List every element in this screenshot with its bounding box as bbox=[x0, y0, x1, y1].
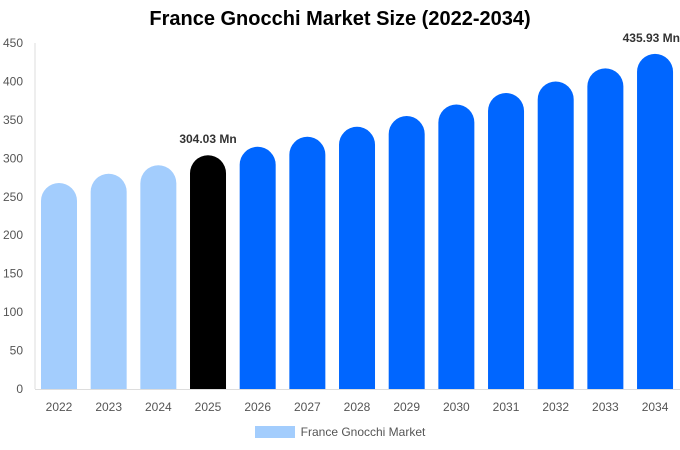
bar-2028 bbox=[339, 126, 376, 389]
x-tick-label: 2023 bbox=[95, 400, 122, 414]
bar-2033 bbox=[587, 68, 624, 389]
data-label: 304.03 Mn bbox=[179, 132, 236, 146]
data-label: 435.93 Mn bbox=[623, 31, 680, 45]
x-tick-label: 2026 bbox=[244, 400, 271, 414]
bar-2024 bbox=[140, 165, 177, 389]
bar-2027 bbox=[289, 136, 326, 389]
legend-label: France Gnocchi Market bbox=[300, 425, 426, 439]
x-tick-label: 2030 bbox=[443, 400, 470, 414]
bar-2025 bbox=[190, 155, 227, 389]
y-tick-label: 450 bbox=[3, 36, 23, 50]
x-tick-label: 2024 bbox=[145, 400, 172, 414]
y-tick-label: 350 bbox=[3, 113, 23, 127]
bar-2026 bbox=[239, 146, 276, 389]
chart-title: France Gnocchi Market Size (2022-2034) bbox=[149, 8, 531, 30]
x-tick-label: 2029 bbox=[393, 400, 420, 414]
bar-2031 bbox=[488, 92, 525, 390]
x-tick-label: 2034 bbox=[642, 400, 669, 414]
x-tick-label: 2033 bbox=[592, 400, 619, 414]
bar-2023 bbox=[90, 173, 127, 389]
y-tick-label: 0 bbox=[16, 382, 23, 396]
legend: France Gnocchi Market bbox=[0, 425, 680, 439]
y-tick-label: 200 bbox=[3, 228, 23, 242]
x-tick-label: 2022 bbox=[46, 400, 73, 414]
y-tick-label: 300 bbox=[3, 151, 23, 165]
y-tick-label: 150 bbox=[3, 267, 23, 281]
y-tick-label: 250 bbox=[3, 190, 23, 204]
y-tick-label: 50 bbox=[10, 344, 24, 358]
legend-swatch bbox=[254, 426, 295, 438]
bar-2032 bbox=[537, 81, 574, 389]
x-tick-label: 2027 bbox=[294, 400, 321, 414]
x-tick-label: 2028 bbox=[344, 400, 371, 414]
bar-2022 bbox=[41, 182, 77, 389]
x-tick-label: 2031 bbox=[493, 400, 520, 414]
bar-2030 bbox=[438, 104, 475, 389]
y-tick-label: 400 bbox=[3, 74, 23, 88]
x-tick-label: 2032 bbox=[542, 400, 569, 414]
bar-2034 bbox=[637, 53, 674, 389]
bar-2029 bbox=[388, 116, 425, 390]
x-tick-label: 2025 bbox=[195, 400, 222, 414]
y-tick-label: 100 bbox=[3, 305, 23, 319]
